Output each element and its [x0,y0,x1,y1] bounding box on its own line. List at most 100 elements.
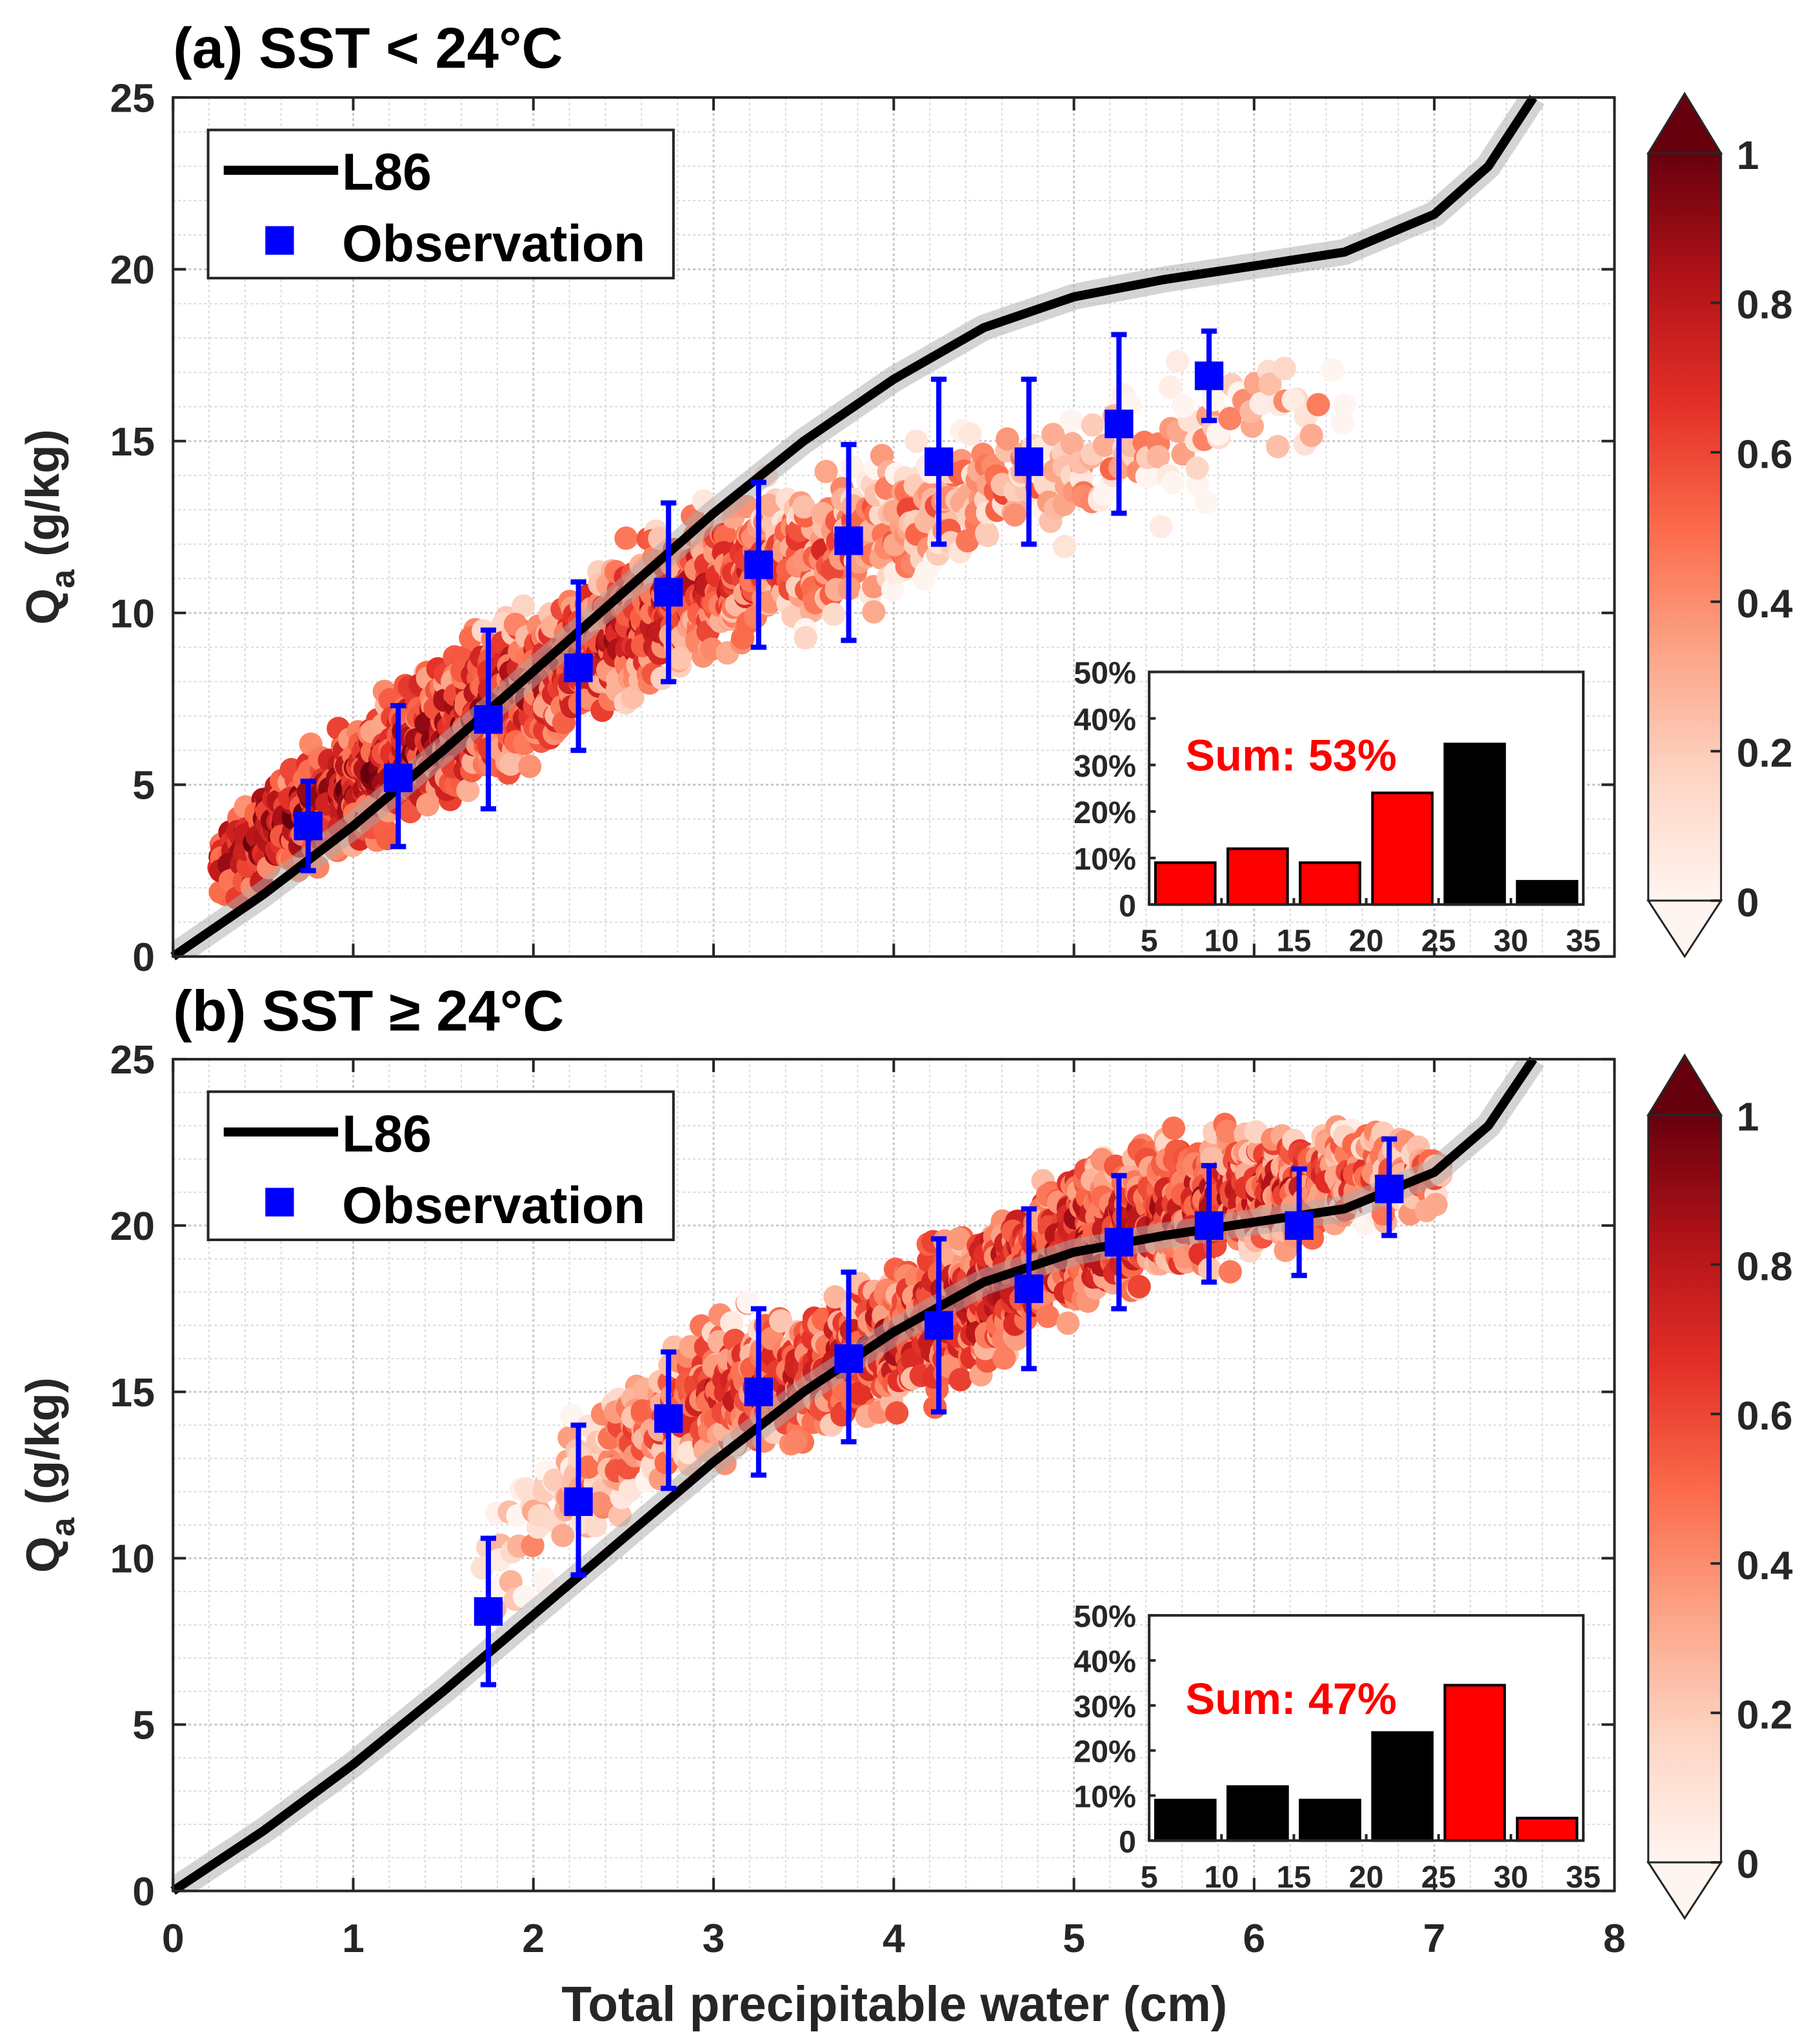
scatter-point [1218,406,1242,431]
scatter-point [614,526,638,550]
scatter-point [1330,411,1355,435]
observation-point [1194,328,1224,423]
observation-point [384,703,413,850]
scatter-point [905,429,928,453]
observation-marker [654,577,683,607]
observation-marker [1105,1228,1134,1257]
inset-bar [1515,1817,1579,1842]
scatter-point [1306,393,1330,417]
inset-y-tick-label: 30% [1074,749,1136,784]
scatter-point [822,603,846,626]
y-tick-label: 25 [110,1037,155,1082]
inset-bar [1371,1731,1434,1842]
observation-marker [834,1344,863,1373]
scatter-point [784,1430,808,1453]
colorbar-tick-label: 0.2 [1737,731,1793,776]
inset-y-tick-label: 50% [1074,1599,1136,1634]
observation-marker [294,812,323,841]
inset-background [1149,672,1584,905]
observation-marker [1194,1211,1224,1240]
observation-point [474,1535,503,1688]
inset-histogram: 0 10% 20% 30% 40% 50% 5 10 15 20 25 30 35 Sum: 47% [1074,1599,1601,1895]
colorbar-tick-label: 0.4 [1737,581,1793,626]
inset-y-tick-label: 30% [1074,1689,1136,1724]
y-tick-label: 10 [110,1537,155,1582]
scatter-point [543,1468,567,1492]
scatter-point [1127,1275,1151,1299]
inset-bar [1154,1799,1217,1842]
scatter-point [995,427,1019,451]
inset-x-tick-label: 5 [1141,924,1158,959]
y-tick-label: 20 [110,248,155,293]
scatter-point [1035,1304,1060,1328]
scatter-point [1321,358,1345,382]
inset-x-tick-label: 35 [1566,924,1601,959]
l86-curve [170,1056,1537,1895]
observation-marker [1014,1274,1043,1303]
observation-marker [1375,1174,1404,1204]
scatter-point [1186,472,1210,496]
observation-point [474,627,503,812]
inset-x-tick-label: 10 [1204,924,1239,959]
inset-x-tick-label: 10 [1204,1860,1239,1895]
y-label-q: Q [17,588,69,624]
inset-y-tick-label: 20% [1074,795,1136,830]
observation-marker [474,705,503,734]
legend-observation-marker [265,1188,294,1217]
scatter-point [1149,515,1173,539]
scatter-point [499,1570,523,1594]
observation-point [744,479,774,650]
inset-y-tick-label: 10% [1074,1780,1136,1815]
observation-point [834,1269,863,1445]
inset-histogram: 0 10% 20% 30% 40% 50% 5 10 15 20 25 30 35 Sum: 53% [1074,656,1601,959]
scatter-point [1081,413,1105,437]
colorbar-gradient [1647,1114,1723,1864]
scatter-point [518,754,542,779]
colorbar-tick-label: 0 [1737,880,1759,925]
observation-point [654,500,683,684]
inset-y-tick-label: 20% [1074,1735,1136,1769]
inset-y-tick-label: 10% [1074,842,1136,877]
observation-point [1105,1173,1134,1311]
colorbar: 0 0.2 0.4 0.6 0.8 1 [1646,92,1793,959]
colorbar: 0 0.2 0.4 0.6 0.8 1 [1646,1053,1793,1920]
observation-point [834,442,863,643]
inset-y-tick-label: 0 [1119,1824,1136,1859]
x-tick-label: 4 [883,1916,905,1961]
inset-y-tick-label: 40% [1074,703,1136,737]
y-tick-label: 20 [110,1204,155,1249]
inset-x-tick-label: 30 [1494,924,1528,959]
y-label-unit: (g/kg) [17,429,69,556]
inset-x-tick-label: 5 [1141,1860,1158,1895]
scatter-point [1041,423,1065,446]
observation-point [1105,332,1134,516]
scatter-point [1158,375,1183,399]
l86-curve [170,95,1537,961]
scatter-point [1215,1119,1239,1144]
legend-observation-label: Observation [342,215,645,273]
legend-observation-marker [265,226,294,255]
observation-point [564,1422,593,1578]
y-tick-label: 15 [110,1370,155,1415]
y-tick-label: 25 [110,75,155,121]
scatter-point [955,529,979,553]
y-label-unit: (g/kg) [17,1377,69,1504]
y-label-subscript: a [45,1517,82,1537]
scatter-point [499,752,523,776]
observation-point [744,1306,774,1478]
inset-x-tick-label: 30 [1494,1860,1528,1895]
observation-point [1285,1166,1314,1279]
legend-observation-label: Observation [342,1177,645,1235]
inset-x-tick-label: 25 [1421,1860,1456,1895]
y-label-subscript: a [45,569,82,588]
scatter-point [1266,435,1290,459]
scatter-point [847,1381,871,1406]
inset-bar [1443,742,1506,906]
observation-marker [744,1377,774,1406]
inset-bar [1154,861,1217,906]
scatter-point [992,1346,1016,1370]
scatter-point [456,779,480,802]
inset-x-tick-label: 15 [1277,1860,1312,1895]
